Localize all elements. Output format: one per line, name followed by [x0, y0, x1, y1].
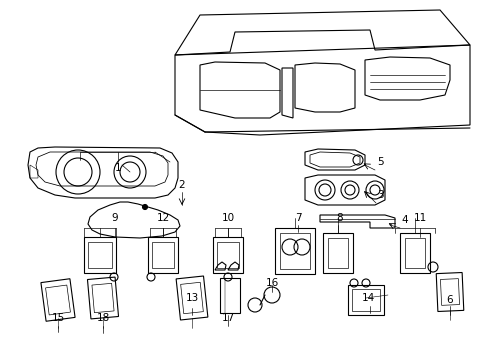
Text: 5: 5	[376, 157, 383, 167]
Text: 10: 10	[221, 213, 234, 223]
Text: 14: 14	[361, 293, 374, 303]
Text: 12: 12	[156, 213, 169, 223]
Text: 3: 3	[376, 190, 383, 200]
Text: 7: 7	[294, 213, 301, 223]
Text: 1: 1	[115, 163, 121, 173]
Text: 16: 16	[265, 278, 278, 288]
Text: 17: 17	[221, 313, 234, 323]
Text: 15: 15	[51, 313, 64, 323]
Text: 6: 6	[446, 295, 452, 305]
Text: 11: 11	[412, 213, 426, 223]
Circle shape	[142, 204, 147, 210]
Text: 18: 18	[96, 313, 109, 323]
Text: 9: 9	[111, 213, 118, 223]
Text: 8: 8	[336, 213, 343, 223]
Text: 2: 2	[178, 180, 185, 190]
Text: 13: 13	[185, 293, 198, 303]
Text: 4: 4	[401, 215, 407, 225]
